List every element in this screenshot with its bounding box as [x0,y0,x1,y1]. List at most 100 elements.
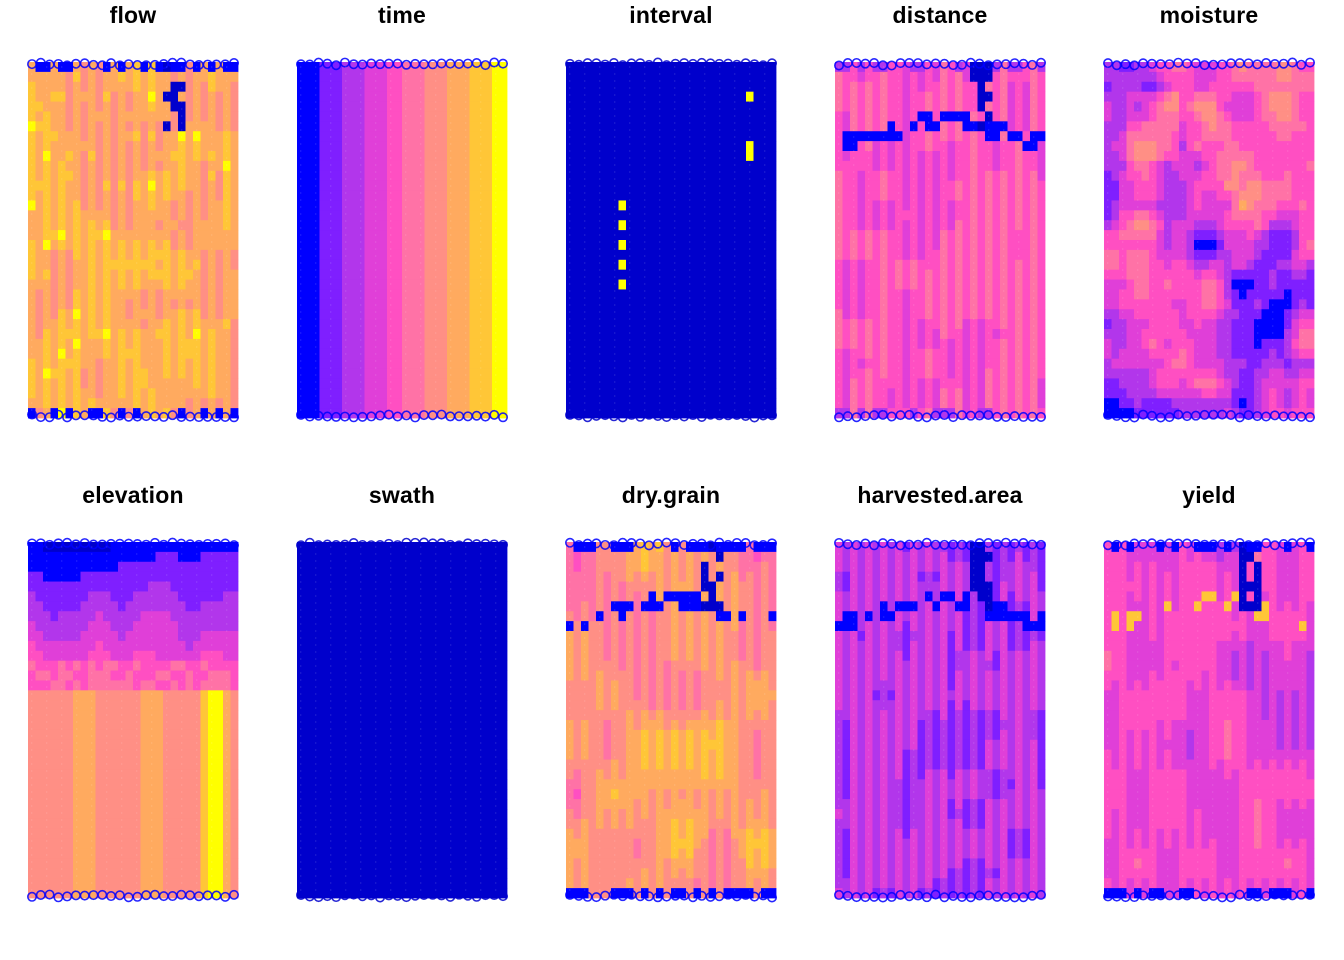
data-point [962,319,971,330]
data-point [1231,62,1240,73]
data-point [372,170,380,182]
data-point [850,121,858,132]
data-point [633,338,642,350]
data-point [932,408,941,419]
data-point [208,170,216,182]
data-point [394,81,403,93]
data-point [648,230,657,241]
data-point [1216,408,1225,419]
data-point [850,111,858,122]
data-point [185,141,194,152]
data-point [656,111,664,122]
data-point [215,190,224,201]
data-point [178,170,186,182]
data-point [1000,329,1008,340]
data-point [671,259,679,271]
data-point [447,348,455,360]
data-point [163,131,171,142]
data-point [656,220,664,231]
data-point [95,151,104,162]
data-point [439,160,448,172]
data-point [985,111,993,122]
data-point [1134,388,1142,399]
data-point [462,111,470,122]
data-point [970,81,978,93]
data-point [454,81,463,93]
data-point [1171,368,1180,379]
data-point [357,141,365,152]
data-point [170,111,179,122]
data-point [940,101,948,112]
data-point [716,190,724,201]
data-point [865,200,873,211]
data-point [865,170,873,182]
data-point [379,279,388,290]
data-point [992,81,1001,93]
data-point [1239,378,1247,389]
data-point [731,210,739,221]
data-point [208,240,216,251]
data-point [1119,388,1127,399]
data-point [95,319,104,330]
data-point [618,62,627,73]
data-point [746,289,754,300]
data-point [193,180,201,191]
data-point [566,62,574,73]
data-point [753,289,762,300]
data-point [95,81,104,93]
data-point [656,299,664,310]
data-point [663,269,672,280]
data-point [417,319,425,330]
data-point [327,131,335,142]
data-point [312,408,320,419]
data-point [693,309,702,320]
data-point [588,338,597,350]
data-point [477,230,485,241]
data-point [917,348,926,360]
data-point [50,62,59,73]
data-point [118,408,126,419]
data-point [1231,338,1240,350]
data-point [671,131,679,142]
data-point [1141,190,1150,201]
data-point [753,348,762,360]
data-point [842,230,851,241]
data-point [1239,81,1247,93]
data-point [723,279,732,290]
data-point [977,398,986,409]
data-point [1164,319,1172,330]
data-point [133,398,141,409]
data-point [708,269,717,280]
data-point [656,62,664,73]
data-point [417,358,425,369]
data-point [65,289,74,300]
data-point [880,180,888,191]
data-point [50,249,59,261]
data-point [618,240,627,251]
data-point [103,190,111,201]
data-point [1119,200,1127,211]
data-point [1022,289,1031,300]
data-point [962,259,971,271]
data-point [1000,378,1008,389]
data-point [693,91,702,102]
data-point [835,121,843,132]
panel-title: moisture [1159,2,1259,28]
data-point [1156,269,1165,280]
data-point [140,249,149,261]
data-point [364,111,373,122]
data-point [215,131,224,142]
data-point [1149,131,1157,142]
data-point [1119,190,1127,201]
data-point [701,160,709,172]
data-point [917,62,926,73]
data-point [88,131,96,142]
data-point [955,200,963,211]
data-point [917,111,926,122]
data-point [731,151,739,162]
data-point [58,81,66,93]
data-point [1246,131,1255,142]
data-point [865,368,873,379]
data-point [432,398,440,409]
data-point [865,190,873,201]
